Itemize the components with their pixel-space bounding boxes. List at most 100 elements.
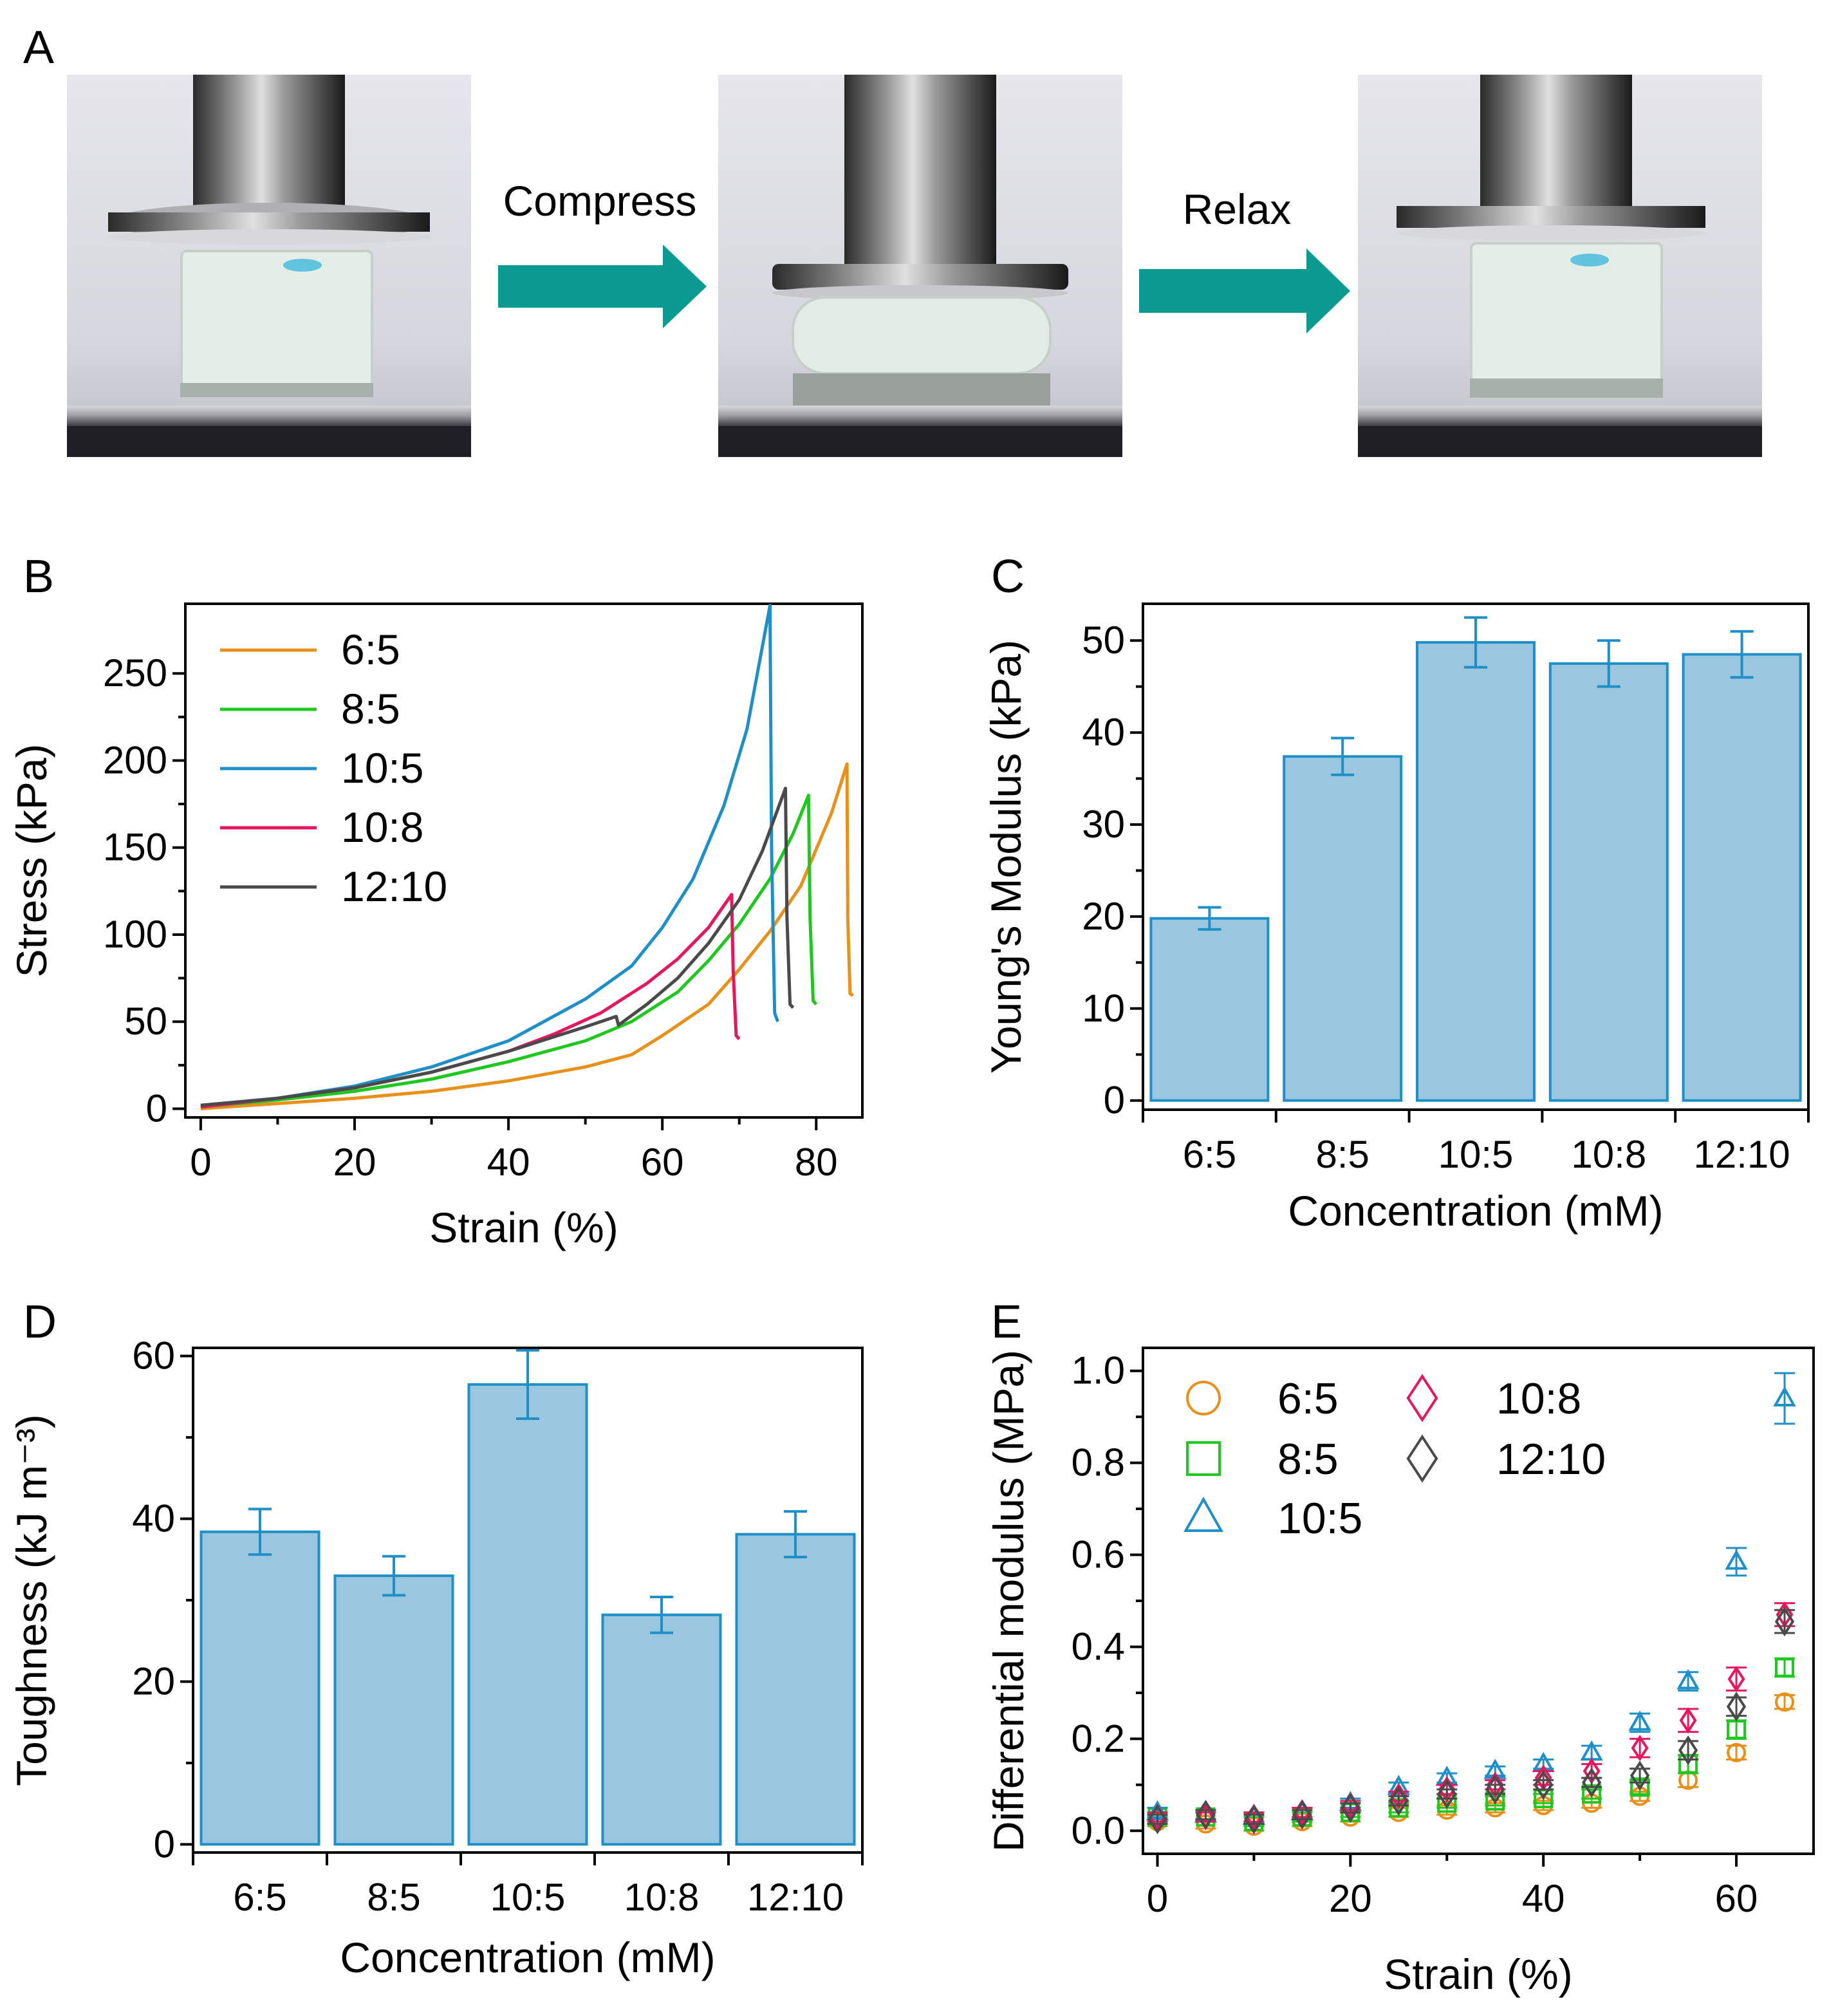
legend-marker xyxy=(1406,1374,1438,1423)
x-tick-label: 80 xyxy=(795,1141,838,1184)
x-tick-label: 20 xyxy=(1329,1877,1372,1920)
arrow-label-relax: Relax xyxy=(1183,185,1292,233)
data-point-10-5 xyxy=(1725,1549,1748,1570)
legend-marker xyxy=(1186,1381,1221,1415)
y-tick-label: 0 xyxy=(1104,1079,1125,1122)
y-tick-label: 20 xyxy=(1082,895,1125,938)
arrow-label-compress: Compress xyxy=(503,177,697,225)
x-tick-label: 6:5 xyxy=(1183,1133,1236,1176)
y-tick-label: 10 xyxy=(1082,987,1125,1030)
x-tick-label: 12:10 xyxy=(1694,1133,1790,1176)
data-point-12-10 xyxy=(1147,1804,1167,1834)
bar-12-10 xyxy=(735,1533,856,1846)
arrow-right-icon xyxy=(1139,248,1350,333)
data-point-10-8 xyxy=(1727,1665,1745,1693)
series-line-8-5 xyxy=(200,794,818,1109)
data-point-12-10 xyxy=(1389,1786,1409,1816)
y-tick-label: 0.8 xyxy=(1072,1441,1125,1484)
data-point-12-10 xyxy=(1196,1800,1216,1830)
y-tick-label: 0 xyxy=(146,1087,167,1130)
data-point-12-10 xyxy=(1774,1606,1795,1637)
bar-6-5 xyxy=(200,1530,320,1846)
panel-label-a: A xyxy=(23,22,54,73)
legend-marker xyxy=(1186,1441,1221,1476)
legend-label: 10:5 xyxy=(341,744,423,792)
y-axis-label: Toughness (kJ m⁻³) xyxy=(8,1414,55,1786)
data-point-10-8 xyxy=(1631,1735,1649,1762)
data-point-10-5 xyxy=(1773,1386,1796,1406)
panel-label-d: D xyxy=(23,1296,57,1348)
data-point-12-10 xyxy=(1341,1793,1360,1823)
data-point-12-10 xyxy=(1629,1760,1650,1791)
legend-label: 10:8 xyxy=(341,803,423,851)
plot-frame xyxy=(1142,1347,1815,1855)
arrow-right-icon xyxy=(498,245,707,328)
x-tick-label: 20 xyxy=(333,1141,376,1184)
photo-recovered-hydrogel xyxy=(1358,75,1762,457)
x-tick-label: 60 xyxy=(641,1141,684,1184)
data-point-8-5 xyxy=(1775,1657,1795,1677)
y-tick-label: 40 xyxy=(132,1497,175,1540)
data-point-10-8 xyxy=(1486,1771,1504,1798)
bar-10-8 xyxy=(601,1613,722,1846)
y-axis-label: Stress (kPa) xyxy=(8,743,55,977)
chart-toughness: 0 20 40 60 6:5 8:5 10:5 10:8 12:10 Concentration … xyxy=(8,1334,864,1981)
x-tick-label: 40 xyxy=(487,1141,530,1184)
y-tick-label: 60 xyxy=(132,1334,175,1377)
legend-marker xyxy=(1184,1497,1223,1532)
y-tick-label: 250 xyxy=(103,651,167,695)
x-axis-label: Strain (%) xyxy=(1384,1950,1572,1998)
photo-compressed-hydrogel xyxy=(718,75,1122,457)
legend-label: 12:10 xyxy=(341,863,447,910)
bar-10-5 xyxy=(467,1383,588,1846)
data-point-12-10 xyxy=(1678,1735,1698,1766)
y-tick-label: 50 xyxy=(1082,619,1125,662)
x-tick-label: 40 xyxy=(1522,1877,1565,1920)
photo-original-hydrogel xyxy=(67,75,471,457)
legend-label: 12:10 xyxy=(1496,1435,1606,1484)
x-axis-label: Concentration (mM) xyxy=(340,1934,715,1981)
data-point-10-8 xyxy=(1438,1776,1456,1803)
chart-stress-strain: 0 50 100 150 200 250 0 20 40 60 80 Strain (%) Stress… xyxy=(8,602,864,1251)
blue-marker xyxy=(1570,254,1609,266)
y-tick-label: 20 xyxy=(132,1659,175,1703)
y-tick-label: 0.2 xyxy=(1072,1717,1125,1760)
y-tick-label: 100 xyxy=(103,913,167,956)
y-tick-label: 0 xyxy=(154,1822,175,1865)
legend-label: 6:5 xyxy=(1277,1374,1339,1423)
chart-youngs-modulus: 0 10 20 30 40 50 6:5 8:5 10:5 10:8 12:10 Concentrat… xyxy=(982,602,1810,1235)
x-tick-label: 10:8 xyxy=(1571,1133,1646,1176)
series-line-10-8 xyxy=(200,893,741,1109)
y-axis-label: Differential modulus (MPa) xyxy=(985,1350,1032,1852)
x-tick-label: 10:8 xyxy=(624,1876,700,1919)
x-tick-label: 10:5 xyxy=(490,1876,566,1919)
legend-label: 8:5 xyxy=(341,685,400,733)
legend-label: 8:5 xyxy=(1277,1435,1339,1484)
x-tick-label: 0 xyxy=(190,1141,211,1184)
y-tick-label: 0.0 xyxy=(1072,1809,1125,1852)
x-axis-label: Concentration (mM) xyxy=(1288,1187,1663,1235)
y-tick-label: 0.6 xyxy=(1072,1533,1125,1576)
y-tick-label: 50 xyxy=(124,1000,167,1043)
series-line-10-5 xyxy=(200,604,779,1109)
legend-label: 10:8 xyxy=(1496,1374,1581,1423)
bar-8-5 xyxy=(333,1574,454,1846)
y-tick-label: 1.0 xyxy=(1072,1349,1125,1392)
plot-frame xyxy=(1142,602,1810,1111)
x-tick-label: 8:5 xyxy=(367,1876,420,1919)
legend-marker xyxy=(1406,1434,1438,1483)
y-tick-label: 30 xyxy=(1082,803,1125,846)
chart-differential-modulus: 0.0 0.2 0.4 0.6 0.8 1.0 0 20 40 60 Strain (%) Diffe… xyxy=(985,1347,1815,1998)
bar-12-10 xyxy=(1682,653,1802,1102)
data-point-10-8 xyxy=(1389,1783,1407,1810)
data-point-10-5 xyxy=(1676,1669,1700,1690)
plot-frame xyxy=(184,602,864,1119)
bar-6-5 xyxy=(1149,917,1270,1102)
data-point-12-10 xyxy=(1582,1768,1602,1798)
x-tick-label: 8:5 xyxy=(1315,1133,1369,1176)
x-axis-label: Strain (%) xyxy=(429,1204,618,1251)
x-tick-label: 10:5 xyxy=(1438,1133,1514,1176)
panel-label-b: B xyxy=(23,551,54,602)
data-point-10-8 xyxy=(1679,1707,1697,1734)
